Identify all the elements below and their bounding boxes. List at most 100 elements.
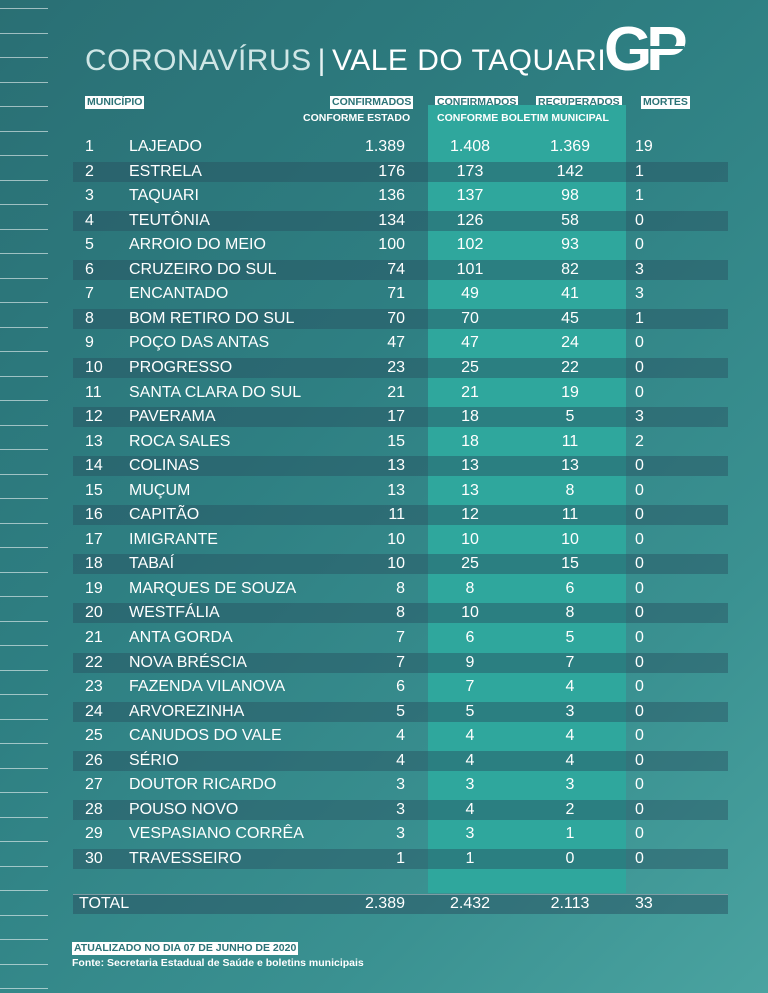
stripe-line: [0, 8, 48, 9]
table-row-stripe: [73, 653, 728, 673]
update-date: ATUALIZADO NO DIA 07 DE JUNHO DE 2020: [72, 942, 299, 955]
row-mortes: 0: [635, 604, 644, 621]
stripe-line: [0, 915, 48, 916]
row-rank: 10: [85, 359, 103, 376]
row-municipio: VESPASIANO CORRÊA: [129, 825, 304, 842]
row-confirmados-estado: 17: [387, 408, 405, 425]
table-row-stripe: [73, 358, 728, 378]
stripe-line: [0, 204, 48, 205]
row-municipio: TRAVESSEIRO: [129, 850, 242, 867]
row-confirmados-estado: 21: [387, 384, 405, 401]
row-mortes: 2: [635, 433, 644, 450]
title-separator: |: [317, 44, 326, 77]
row-municipio: CAPITÃO: [129, 506, 200, 523]
stripe-line: [0, 768, 48, 769]
row-rank: 19: [85, 580, 103, 597]
row-recuperados: 19: [561, 384, 579, 401]
header-confirmados-estado: CONFIRMADOS: [330, 96, 414, 109]
stripe-line: [0, 131, 48, 132]
row-confirmados-boletim: 1.408: [449, 138, 491, 155]
row-rank: 17: [85, 531, 103, 548]
row-recuperados: 82: [561, 261, 579, 278]
table-row-stripe: [73, 407, 728, 427]
row-confirmados-boletim: 4: [465, 752, 475, 769]
table-row-stripe: [73, 800, 728, 820]
total-estado: 2.389: [364, 895, 405, 912]
row-mortes: 3: [635, 261, 644, 278]
row-recuperados: 3: [565, 776, 575, 793]
row-rank: 1: [85, 138, 94, 155]
row-recuperados: 8: [565, 482, 575, 499]
row-confirmados-boletim: 137: [456, 187, 484, 204]
row-municipio: LAJEADO: [129, 138, 202, 155]
stripe-line: [0, 82, 48, 83]
row-recuperados: 6: [565, 580, 575, 597]
row-municipio: WESTFÁLIA: [129, 604, 220, 621]
row-confirmados-estado: 7: [396, 654, 405, 671]
total-mortes: 33: [635, 895, 653, 912]
row-mortes: 0: [635, 727, 644, 744]
table-row-stripe: [73, 751, 728, 771]
row-rank: 26: [85, 752, 103, 769]
table-row-stripe: [73, 211, 728, 231]
stripe-line: [0, 180, 48, 181]
row-recuperados: 93: [561, 236, 579, 253]
stripe-line: [0, 719, 48, 720]
row-confirmados-boletim: 13: [461, 482, 479, 499]
row-municipio: ARROIO DO MEIO: [129, 236, 266, 253]
row-rank: 16: [85, 506, 103, 523]
row-confirmados-boletim: 173: [456, 163, 484, 180]
row-mortes: 0: [635, 703, 644, 720]
row-recuperados: 22: [561, 359, 579, 376]
row-recuperados: 58: [561, 212, 579, 229]
row-confirmados-boletim: 1: [465, 850, 475, 867]
row-confirmados-boletim: 5: [465, 703, 475, 720]
row-confirmados-boletim: 13: [461, 457, 479, 474]
row-municipio: ROCA SALES: [129, 433, 231, 450]
row-recuperados: 5: [565, 629, 575, 646]
row-confirmados-estado: 6: [396, 678, 405, 695]
row-rank: 5: [85, 236, 94, 253]
row-confirmados-estado: 74: [387, 261, 405, 278]
stripe-line: [0, 155, 48, 156]
table-row-stripe: [73, 309, 728, 329]
row-confirmados-boletim: 12: [461, 506, 479, 523]
row-mortes: 0: [635, 236, 644, 253]
row-confirmados-estado: 3: [396, 776, 405, 793]
table-row-stripe: [73, 603, 728, 623]
row-mortes: 0: [635, 654, 644, 671]
row-confirmados-boletim: 9: [465, 654, 475, 671]
total-boletim: 2.432: [449, 895, 491, 912]
header-municipio: MUNICÍPIO: [85, 96, 145, 109]
row-rank: 28: [85, 801, 103, 818]
boletim-highlight-band: [428, 105, 626, 893]
row-rank: 29: [85, 825, 103, 842]
row-rank: 24: [85, 703, 103, 720]
row-confirmados-estado: 4: [396, 727, 405, 744]
row-mortes: 0: [635, 629, 644, 646]
row-rank: 7: [85, 285, 94, 302]
row-municipio: POUSO NOVO: [129, 801, 239, 818]
row-recuperados: 142: [556, 163, 584, 180]
row-municipio: PAVERAMA: [129, 408, 216, 425]
row-mortes: 0: [635, 776, 644, 793]
row-confirmados-estado: 71: [387, 285, 405, 302]
row-confirmados-boletim: 7: [465, 678, 475, 695]
row-confirmados-estado: 23: [387, 359, 405, 376]
row-municipio: MUÇUM: [129, 482, 191, 499]
stripe-line: [0, 621, 48, 622]
row-rank: 27: [85, 776, 103, 793]
row-mortes: 0: [635, 801, 644, 818]
row-confirmados-estado: 8: [396, 580, 405, 597]
row-recuperados: 13: [561, 457, 579, 474]
row-recuperados: 4: [565, 752, 575, 769]
row-confirmados-estado: 7: [396, 629, 405, 646]
row-confirmados-estado: 3: [396, 825, 405, 842]
stripe-line: [0, 498, 48, 499]
stripe-line: [0, 33, 48, 34]
row-mortes: 3: [635, 285, 644, 302]
row-confirmados-estado: 10: [387, 531, 405, 548]
stripe-line: [0, 670, 48, 671]
row-confirmados-estado: 100: [378, 236, 405, 253]
row-recuperados: 4: [565, 678, 575, 695]
